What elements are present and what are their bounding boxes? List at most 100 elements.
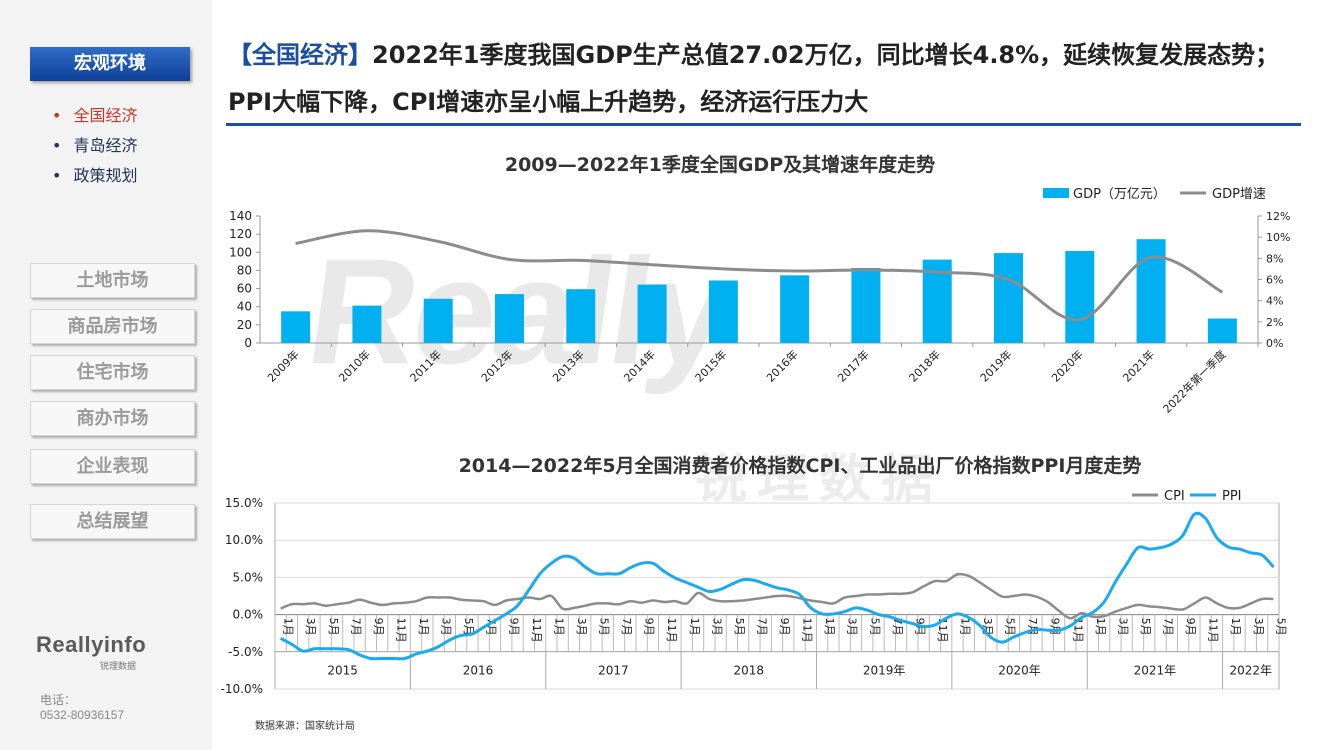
cpi-month-label: 3月 [575,618,588,636]
page-title-line2: PPI大幅下降，CPI增速亦呈小幅上升趋势，经济运行压力大 [228,88,869,116]
cpi-y-tick-label: -5.0% [228,645,263,659]
cpi-month-label: 3月 [304,618,317,636]
gdp-bar [352,305,382,343]
cpi-month-label: 5月 [1139,618,1152,636]
gdp-bar [851,267,881,343]
cpi-month-label: 11月 [665,618,678,643]
legend-gdp-label: GDP（万亿元） [1073,187,1166,202]
nav-button-summary[interactable]: 总结展望 [30,504,195,539]
cpi-y-tick-label: 15.0% [225,496,263,510]
gdp-left-tick-label: 20 [237,318,252,332]
cpi-y-tick-label: 10.0% [225,533,263,547]
cpi-month-label: 1月 [282,618,295,636]
cpi-month-label: 11月 [1207,618,1220,643]
nav-button-office-commercial[interactable]: 商办市场 [30,401,195,436]
phone-number: 0532-80936157 [40,708,125,722]
legend-gdp-swatch [1043,188,1069,198]
cpi-year-label: 2016 [463,664,494,678]
cpi-month-label: 7月 [349,618,362,636]
ppi-line [279,511,1275,661]
cpi-month-label: 9月 [1184,618,1197,636]
gdp-bar [495,294,524,343]
logo-text: Reallyinfo [36,632,147,657]
gdp-bar [780,275,810,343]
nav-button-commercial-housing[interactable]: 商品房市场 [30,309,195,344]
legend-ppi-label: PPI [1222,489,1242,504]
cpi-year-label: 2017 [598,664,629,678]
cpi-month-label: 5月 [868,618,881,636]
title-divider [226,123,1301,126]
cpi-month-label: 3月 [846,618,859,636]
cpi-year-label: 2022年 [1230,664,1273,678]
cpi-year-label: 2015 [327,664,358,678]
cpi-month-label: 9月 [507,618,520,636]
cpi-month-label: 5月 [1004,618,1017,636]
cpi-month-label: 3月 [440,618,453,636]
gdp-chart-title: 2009—2022年1季度全国GDP及其增速年度走势 [505,153,935,176]
cpi-year-label: 2018 [734,664,765,678]
cpi-month-label: 3月 [1252,618,1265,636]
gdp-left-tick-label: 60 [237,282,252,296]
gdp-left-tick-label: 100 [229,245,252,259]
section-header-macro[interactable]: 宏观环境 [30,47,190,81]
nav-button-land-market[interactable]: 土地市场 [30,263,195,298]
cpi-month-label: 9月 [1049,618,1062,636]
gdp-chart: 2009—2022年1季度全国GDP及其增速年度走势 GDP（万亿元） GDP增速 0… [229,153,1290,416]
cpi-month-label: 7月 [1162,618,1175,636]
sidebar-item-national-economy[interactable]: • 全国经济 [52,102,137,126]
cpi-month-label: 1月 [1229,618,1242,636]
cpi-month-label: 7月 [755,618,768,636]
sidebar-item-label: 政策规划 [73,166,138,185]
cpi-month-label: 3月 [710,618,723,636]
cpi-month-label: 5月 [462,618,475,636]
gdp-left-tick-label: 0 [244,336,252,350]
bullet-icon: • [52,136,62,155]
cpi-month-label: 9月 [372,618,385,636]
gdp-bar [708,280,738,343]
gdp-right-tick-label: 4% [1266,295,1283,308]
gdp-left-tick-label: 120 [229,227,252,241]
bullet-icon: • [52,166,62,185]
cpi-month-label: 1月 [958,618,971,636]
cpi-line [280,572,1274,620]
page-title-line1: 【全国经济】2022年1季度我国GDP生产总值27.02万亿，同比增长4.8%，… [228,35,1279,70]
cpi-y-tick-label: 5.0% [233,570,264,584]
cpi-month-label: 5月 [733,618,746,636]
cpi-year-label: 2021年 [1134,664,1177,678]
reallyinfo-logo: Reallyinfo 锐理数据 [36,632,147,672]
nav-button-residential[interactable]: 住宅市场 [30,355,195,390]
cpi-chart-title: 2014—2022年5月全国消费者价格指数CPI、工业品出厂价格指数PPI月度走… [459,454,1142,477]
sidebar-item-policy-planning[interactable]: • 政策规划 [52,162,137,186]
bullet-icon: • [52,106,62,125]
gdp-bar [637,284,667,343]
cpi-y-tick-label: 0.0% [233,608,264,622]
gdp-bar [1207,318,1237,343]
sidebar-item-label: 青岛经济 [73,136,138,155]
gdp-right-tick-label: 6% [1266,274,1283,287]
gdp-left-tick-label: 80 [237,263,252,277]
gdp-bar [566,289,596,343]
cpi-month-label: 9月 [643,618,656,636]
gdp-bar [994,253,1023,343]
sidebar-item-label: 全国经济 [73,106,138,125]
gdp-left-tick-label: 140 [229,209,252,223]
gdp-right-tick-label: 8% [1266,252,1283,265]
gdp-right-tick-label: 0% [1266,337,1283,350]
title-bracket-label: 【全国经济】 [228,41,372,69]
gdp-left-tick-label: 40 [237,300,252,314]
sidebar: 宏观环境 • 全国经济 • 青岛经济 • 政策规划 土地市场 商品房市场 住宅市场 商… [0,0,212,750]
logo-subtext: 锐理数据 [100,662,137,672]
cpi-month-label: 1月 [417,618,430,636]
gdp-right-tick-label: 2% [1266,316,1283,329]
cpi-month-label: 1月 [688,618,701,636]
gdp-bar [281,311,311,343]
source-note: 数据来源：国家统计局 [255,721,355,732]
nav-button-enterprise[interactable]: 企业表现 [30,449,195,484]
cpi-year-label: 2020年 [998,664,1041,678]
legend-gdp-growth-label: GDP增速 [1212,187,1266,202]
legend-cpi-label: CPI [1164,489,1185,504]
sidebar-item-qingdao-economy[interactable]: • 青岛经济 [52,132,137,156]
cpi-month-label: 1月 [552,618,565,636]
cpi-month-label: 11月 [394,618,407,643]
